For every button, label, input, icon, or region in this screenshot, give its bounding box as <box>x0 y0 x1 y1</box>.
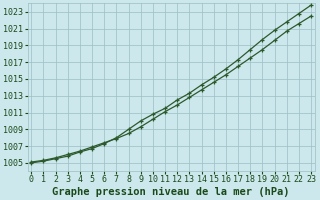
X-axis label: Graphe pression niveau de la mer (hPa): Graphe pression niveau de la mer (hPa) <box>52 186 290 197</box>
